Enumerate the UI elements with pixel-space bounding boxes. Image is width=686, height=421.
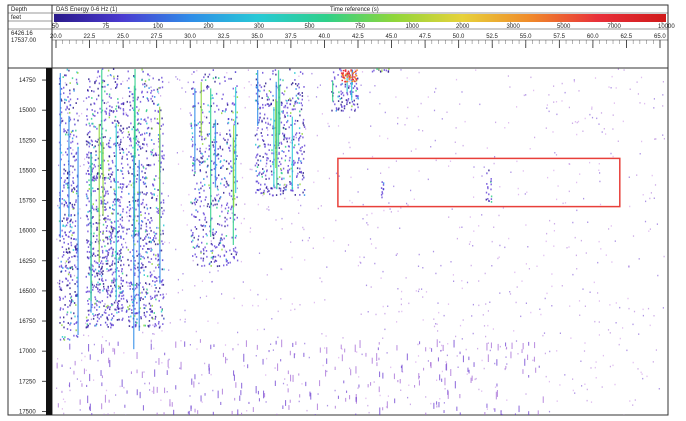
color-scale-tick-label: 100 [153, 24, 164, 30]
depth-tick-label: 17500 [19, 409, 36, 415]
color-scale-bar [54, 14, 666, 22]
hot-spot [340, 69, 358, 83]
unit-header-label: feet [11, 15, 21, 21]
color-scale-title: DAS Energy 0-6 Hz (1) [56, 7, 117, 13]
color-scale-tick-label: 50 [52, 24, 59, 30]
color-scale-tick-label: 2000 [456, 24, 470, 30]
depth-track-bar [46, 68, 52, 415]
time-tick-label: 45.0 [386, 34, 398, 40]
depth-tick-label: 15250 [19, 138, 36, 144]
time-tick-label: 52.5 [486, 34, 498, 40]
color-scale-tick-label: 500 [305, 24, 316, 30]
color-scale-tick-label: 5000 [557, 24, 571, 30]
time-tick-label: 42.5 [352, 34, 364, 40]
stage-blocks [58, 68, 493, 350]
background-speckle [56, 68, 665, 415]
depth-axis-ticks: 14750 15000 15250 15500 15750 16000 16250 16500… [19, 78, 46, 415]
highlight-box [337, 157, 621, 208]
time-axis-ticks: 20.0 22.5 25.0 27.5 30.0 32.5 35.0 37.5 40.0 42.5… [50, 34, 666, 48]
time-tick-label: 55.0 [520, 34, 532, 40]
time-tick-label: 47.5 [419, 34, 431, 40]
time-tick-label: 57.5 [553, 34, 565, 40]
stage-block [331, 68, 359, 112]
color-scale-tick-label: 10000 [658, 24, 675, 30]
color-scale-tick-label: 3000 [507, 24, 521, 30]
color-scale-tick-label: 200 [204, 24, 215, 30]
stage-block [58, 68, 79, 341]
stage-block [190, 69, 239, 268]
time-tick-label: 25.0 [117, 34, 129, 40]
stage-block [254, 68, 306, 197]
depth-range-bottom: 17537.00 [11, 38, 37, 44]
depth-tick-label: 16750 [19, 319, 36, 325]
stage-block [380, 181, 385, 199]
color-scale-tick-label: 750 [355, 24, 366, 30]
color-scale-tick-label: 7000 [608, 24, 622, 30]
time-tick-label: 27.5 [151, 34, 163, 40]
stage-block [85, 68, 125, 329]
depth-tick-label: 17000 [19, 349, 36, 355]
depth-header-label: Depth [11, 7, 27, 13]
time-tick-label: 30.0 [184, 34, 196, 40]
stage-block [125, 68, 165, 350]
stage-block [371, 68, 390, 73]
time-tick-label: 65.0 [654, 34, 666, 40]
color-scale-tick-label: 1000 [406, 24, 420, 30]
time-tick-label: 60.0 [587, 34, 599, 40]
depth-range-top: 6426.16 [11, 31, 33, 37]
outer-border [7, 4, 669, 416]
stage-block [485, 169, 493, 203]
depth-tick-label: 15000 [19, 108, 36, 114]
time-tick-label: 32.5 [218, 34, 230, 40]
time-axis-title: Time reference (s) [330, 7, 379, 13]
time-tick-label: 22.5 [84, 34, 96, 40]
depth-tick-label: 16000 [19, 229, 36, 235]
color-scale-tick-label: 300 [254, 24, 265, 30]
time-tick-label: 40.0 [318, 34, 330, 40]
depth-tick-label: 15750 [19, 199, 36, 205]
depth-tick-label: 15500 [19, 168, 36, 174]
depth-tick-label: 14750 [19, 78, 36, 84]
time-tick-label: 35.0 [251, 34, 263, 40]
depth-tick-label: 16250 [19, 259, 36, 265]
color-scale-tick-label: 75 [103, 24, 110, 30]
time-tick-label: 20.0 [50, 34, 62, 40]
color-scale-ticks: 50 75 100 200 300 500 750 1000 2000 3000 5000 7000 1… [52, 22, 675, 30]
depth-tick-label: 16500 [19, 289, 36, 295]
time-tick-label: 50.0 [453, 34, 465, 40]
time-tick-label: 62.5 [620, 34, 632, 40]
time-tick-label: 37.5 [285, 34, 297, 40]
depth-tick-label: 17250 [19, 379, 36, 385]
